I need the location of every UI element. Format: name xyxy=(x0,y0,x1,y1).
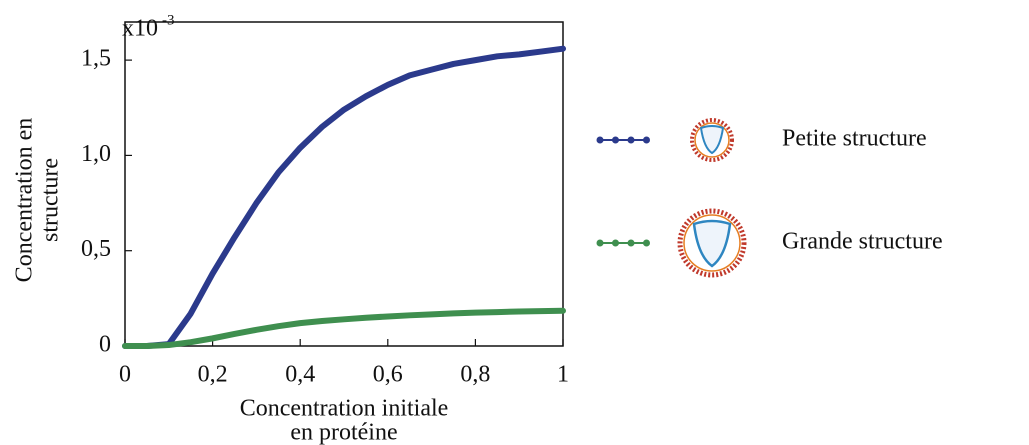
legend-marker xyxy=(643,239,650,247)
legend-marker xyxy=(627,136,635,144)
y-axis-label: structure xyxy=(38,158,64,242)
legend-label: Petite structure xyxy=(782,126,927,152)
x-tick-label: 0 xyxy=(119,362,131,388)
legend-label: Grande structure xyxy=(782,229,943,255)
legend-marker xyxy=(643,136,650,144)
x-tick-label: 1 xyxy=(557,362,569,388)
x-tick-label: 0,8 xyxy=(460,362,490,388)
legend-marker xyxy=(627,239,635,247)
x-tick-label: 0,2 xyxy=(198,362,228,388)
data-line xyxy=(122,307,566,349)
legend-marker xyxy=(596,239,604,247)
legend-marker xyxy=(612,136,619,144)
x-tick-label: 0,6 xyxy=(373,362,403,388)
y-tick-label: 1,5 xyxy=(81,46,111,72)
x-axis-label: en protéine xyxy=(290,420,397,445)
data-line xyxy=(122,45,566,349)
y-tick-label: 0,5 xyxy=(81,236,111,262)
legend-marker xyxy=(612,239,619,247)
x-tick-label: 0,4 xyxy=(285,362,315,388)
y-scale-base: x10 xyxy=(122,16,158,42)
y-axis-label: Concentration en xyxy=(12,118,38,283)
y-scale-exponent: -3 xyxy=(162,12,175,28)
x-axis-label: Concentration initiale xyxy=(240,396,449,422)
plot-frame xyxy=(124,21,564,347)
legend-marker xyxy=(596,136,604,144)
y-tick-label: 0 xyxy=(99,332,111,358)
large-structure-icon xyxy=(677,208,747,278)
small-structure-icon xyxy=(690,118,734,162)
y-tick-label: 1,0 xyxy=(81,141,111,167)
